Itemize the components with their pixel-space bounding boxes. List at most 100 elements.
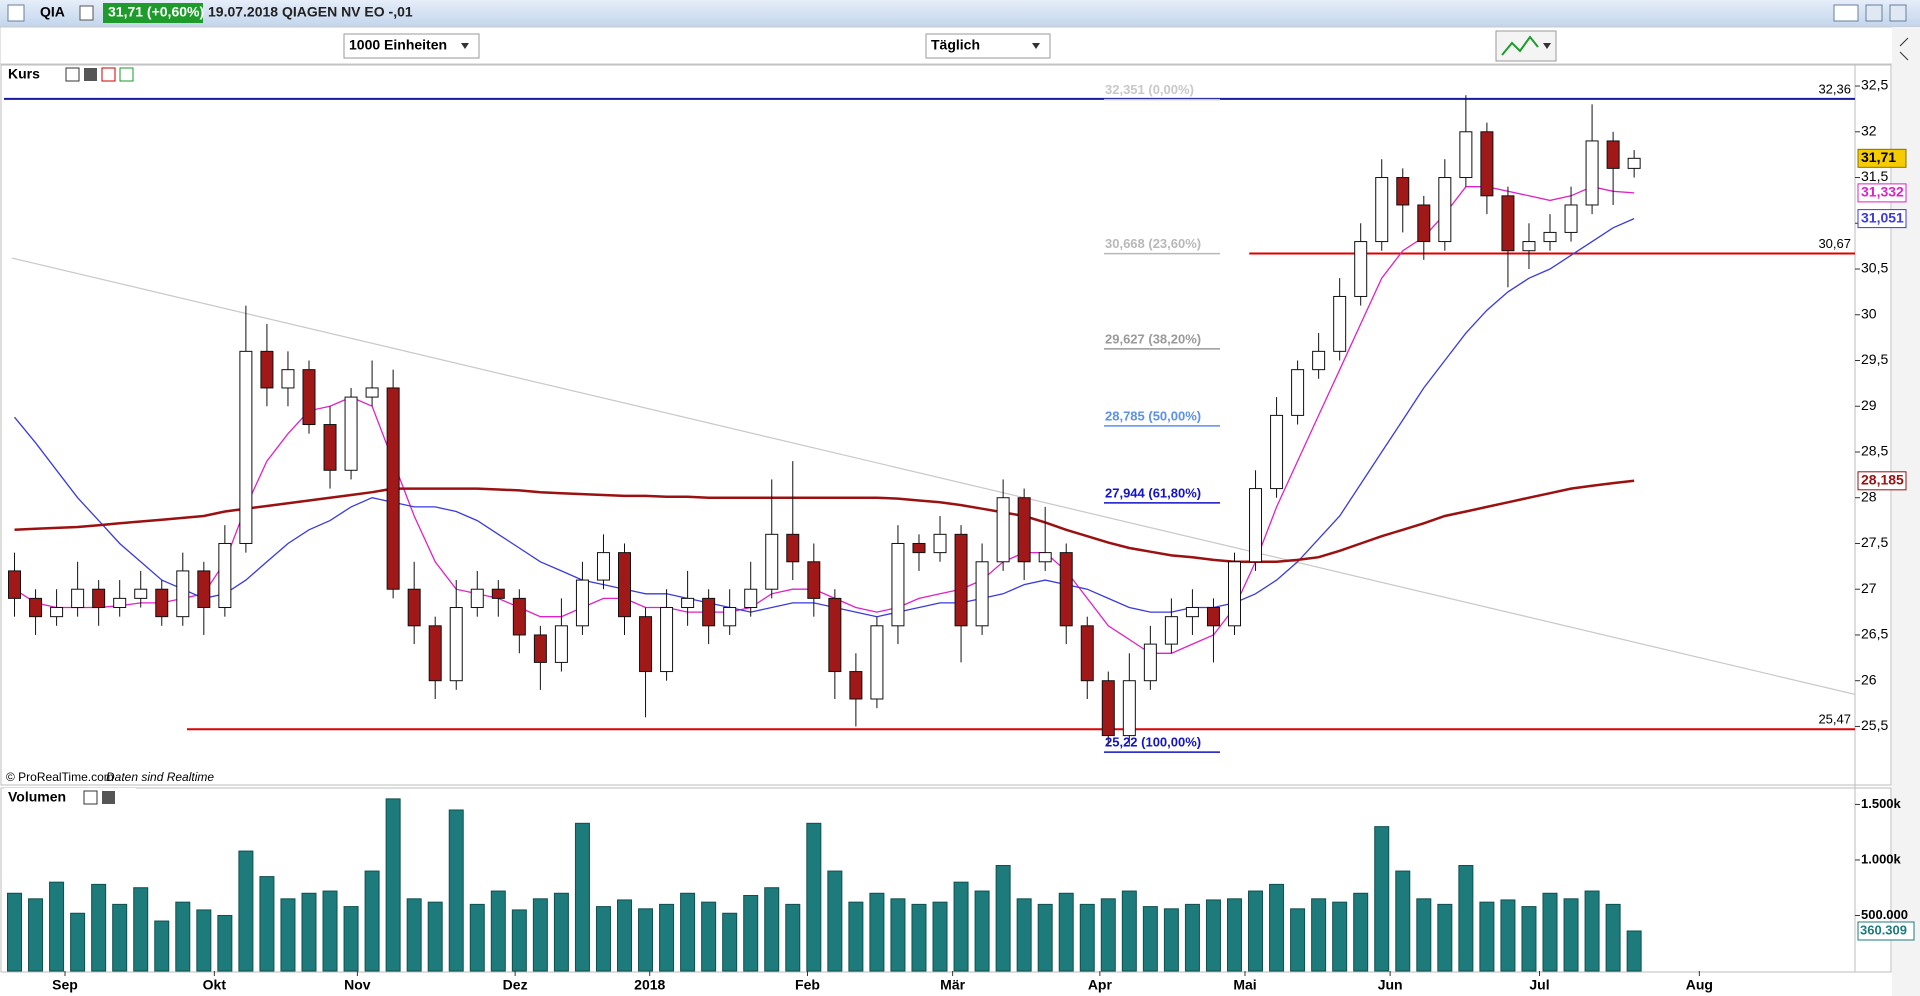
fib-label: 25,22 (100,00%) [1105,735,1201,750]
volume-bar [764,887,780,972]
panel-icon[interactable] [65,67,80,82]
volume-bar [511,909,527,972]
candle-body [1333,295,1347,352]
price-plot [4,95,1855,753]
moving-average [13,218,1635,618]
y-tick-label: 1.000k [1861,851,1902,866]
candle-body [1459,131,1473,179]
fib-label: 27,944 (61,80%) [1105,485,1201,500]
candle-body [1080,625,1094,682]
volume-bar [1121,890,1137,972]
volume-bar [785,903,801,972]
trendline [11,257,1855,696]
x-tick-label: 2018 [634,977,665,993]
panel-title: Volumen [8,789,66,805]
candle-body [1585,140,1599,206]
period-select[interactable] [925,33,1051,59]
volume-bar [1016,898,1032,972]
y-tick-label: 32 [1861,122,1877,138]
x-tick-label: Okt [203,977,227,993]
panel-icon[interactable] [102,791,115,804]
y-tick-label: 28 [1861,488,1877,504]
candle-body [1206,607,1220,627]
maximize-button[interactable] [1865,4,1883,22]
volume-bar [701,901,717,972]
volume-bar [1037,903,1053,972]
y-tick-label: 30,5 [1861,260,1888,276]
quote: 31,71 (+0,60%) [108,4,204,20]
volume-bar [1226,898,1242,972]
volume-bar [1163,908,1179,972]
candle-body [1417,204,1431,243]
volume-bar [49,881,65,972]
symbol: QIA [40,4,65,20]
period: Täglich [931,37,980,53]
candle-body [554,625,568,663]
candle-body [470,588,484,609]
info-icon[interactable] [79,5,94,21]
last-value-box [1857,209,1907,229]
candle-body [975,561,989,627]
panel-icon[interactable] [101,67,116,82]
volume-bar [1311,898,1327,972]
volume-bar [617,899,633,972]
volume-bar [890,898,906,972]
app-icon [7,4,25,22]
window-menu[interactable] [1833,4,1859,22]
volume-bar [1290,908,1306,972]
volume-bar [1416,898,1432,972]
panel-icon[interactable] [84,68,97,81]
candle-body [428,625,442,682]
panel-icon[interactable] [83,790,98,805]
candle-body [491,588,505,599]
volume-bar [1500,899,1516,972]
x-tick-label: Sep [52,977,78,993]
candle-body [134,588,148,599]
dropdown-arrow [1032,43,1040,49]
panel-icon[interactable] [119,67,134,82]
candle-body [1396,177,1410,206]
candle-body [575,579,589,627]
fib-label: 28,785 (50,00%) [1105,408,1201,423]
x-tick-label: Feb [795,977,820,993]
candle-body [407,588,421,627]
candle-body [1501,195,1515,252]
volume-bar [217,914,233,972]
volume-bar [133,887,149,972]
x-tick-label: Jul [1529,977,1549,993]
volume-bar [1395,870,1411,972]
volume-bar [1058,892,1074,972]
y-tick-label: 31,5 [1861,168,1888,184]
candle-body [323,424,337,471]
x-tick-label: Apr [1088,977,1113,993]
fib-label: 29,627 (38,20%) [1105,331,1201,346]
volume-bar [1626,930,1642,972]
volume-bar [995,865,1011,972]
candle-body [533,634,547,663]
candle-body [1185,607,1199,618]
volume-bar [1563,898,1579,972]
dropdown-arrow [1543,43,1551,49]
candle-body [954,533,968,627]
volume-bar [70,912,86,972]
candle-body [1522,241,1536,252]
candle-body [891,542,905,627]
volume-bar [1248,890,1264,972]
candle-body [744,588,758,609]
volume-bar [1584,890,1600,972]
dropdown-arrow [461,43,469,49]
volume-bar [532,898,548,972]
candle-body [1059,552,1073,627]
volume-bar [974,890,990,972]
candle-body [807,561,821,599]
candle-body [218,542,232,609]
candle-body [723,607,737,627]
quantity-select[interactable] [343,33,480,59]
volume-bar [743,894,759,972]
realtime-note: Daten sind Realtime [106,770,214,784]
chart-icon [1501,35,1539,56]
volume-bar [196,909,212,972]
close-button[interactable] [1889,4,1907,22]
candle-body [1543,231,1557,243]
